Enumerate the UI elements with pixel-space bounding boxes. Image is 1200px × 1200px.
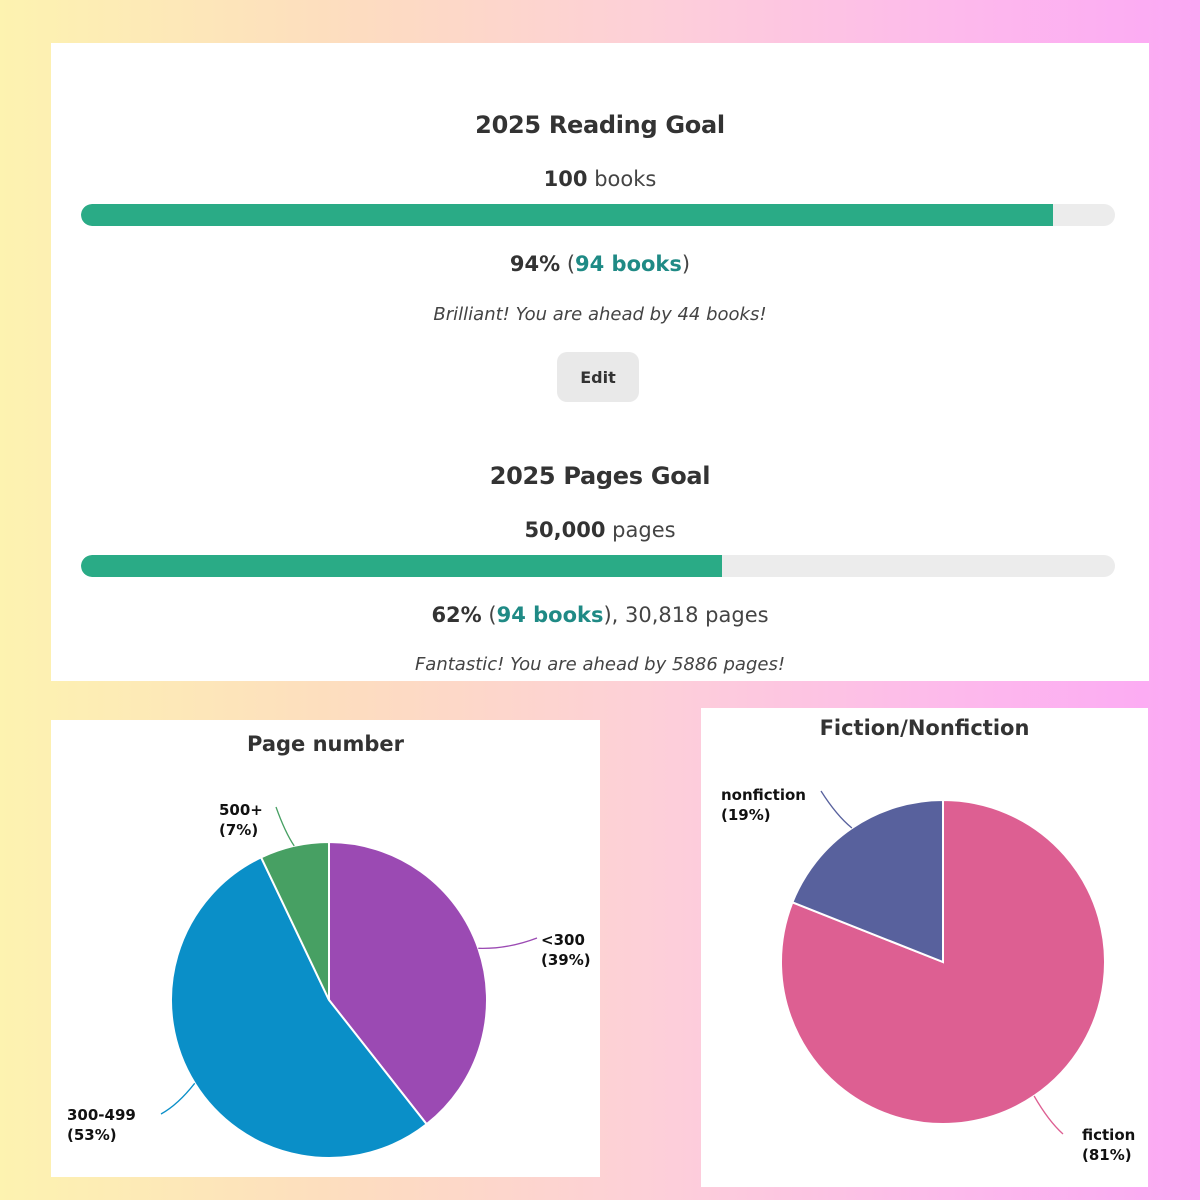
pages-goal-title: 2025 Pages Goal — [489, 462, 711, 490]
pie-slice-label: 300-499 — [67, 1106, 136, 1124]
pie-leader-line — [275, 806, 295, 847]
pages-goal-percent: 62% — [431, 603, 482, 627]
pie-slice-percent-label: (39%) — [541, 951, 591, 969]
page-number-pie-chart: <300 (39%) 300-499 (53%) 500+ (7%) — [67, 801, 591, 1159]
pie-leader-line — [1033, 1095, 1064, 1135]
reading-goal-target-unit: books — [594, 167, 657, 191]
pie-slice-label: 500+ — [219, 801, 263, 819]
goals-panel: 2025 Reading Goal 100 books 94% (94 book… — [51, 43, 1149, 681]
pages-goal-progress-fill — [81, 555, 723, 577]
reading-goal-percent: 94% — [509, 252, 561, 276]
pie-slice-label: <300 — [541, 931, 585, 949]
pages-goal-progress-text: 62% (94 books), 30,818 pages — [431, 603, 769, 627]
edit-goal-button[interactable]: Edit — [557, 352, 639, 402]
fiction-nonfiction-pie-chart: fiction (81%) nonfiction (19%) — [721, 786, 1135, 1164]
pie-slice-500[interactable] — [259, 840, 330, 1001]
reading-goal-target: 100 books — [51, 167, 1149, 191]
reading-goal-progress-text: 94% (94 books) — [509, 252, 691, 276]
pages-goal-progress-bar — [81, 555, 1115, 577]
pages-goal-books-link[interactable]: 94 books — [496, 603, 604, 627]
pie-leader-line — [820, 790, 853, 829]
reading-goal-target-number: 100 — [543, 167, 588, 191]
pages-goal-target-number: 50,000 — [524, 518, 606, 542]
pie-slice-label: fiction — [1082, 1126, 1135, 1144]
reading-goal-title: 2025 Reading Goal — [475, 111, 725, 139]
pie-slice-percent-label: (81%) — [1082, 1146, 1132, 1164]
pie-leader-line — [160, 1082, 196, 1115]
pie-leader-line — [478, 937, 538, 949]
pages-goal-pages-read: 30,818 pages — [625, 603, 769, 627]
pie-slice-300-499[interactable] — [170, 856, 429, 1159]
fiction-nonfiction-chart-panel: fiction (81%) nonfiction (19%) Fiction/Nonf… — [701, 708, 1148, 1187]
pie-slice-percent-label: (19%) — [721, 806, 771, 824]
page-number-chart-title: Page number — [247, 732, 404, 756]
reading-goal-books-link[interactable]: 94 books — [575, 252, 682, 276]
pie-slice-percent-label: (7%) — [219, 821, 258, 839]
pages-goal-target: 50,000 pages — [51, 518, 1149, 542]
pie-slice-percent-label: (53%) — [67, 1126, 117, 1144]
reading-goal-progress-bar — [81, 204, 1115, 226]
reading-goal-progress-fill — [81, 204, 1053, 226]
pages-goal-message: Fantastic! You are ahead by 5886 pages! — [414, 654, 786, 675]
fiction-nonfiction-chart-title: Fiction/Nonfiction — [819, 716, 1030, 740]
pie-slice-label: nonfiction — [721, 786, 806, 804]
reading-goal-message: Brilliant! You are ahead by 44 books! — [433, 304, 767, 325]
pie-slice-nonfiction[interactable] — [791, 798, 944, 964]
page-number-chart-panel: <300 (39%) 300-499 (53%) 500+ (7%) Page numbe… — [51, 720, 600, 1177]
pages-goal-target-unit: pages — [612, 518, 676, 542]
